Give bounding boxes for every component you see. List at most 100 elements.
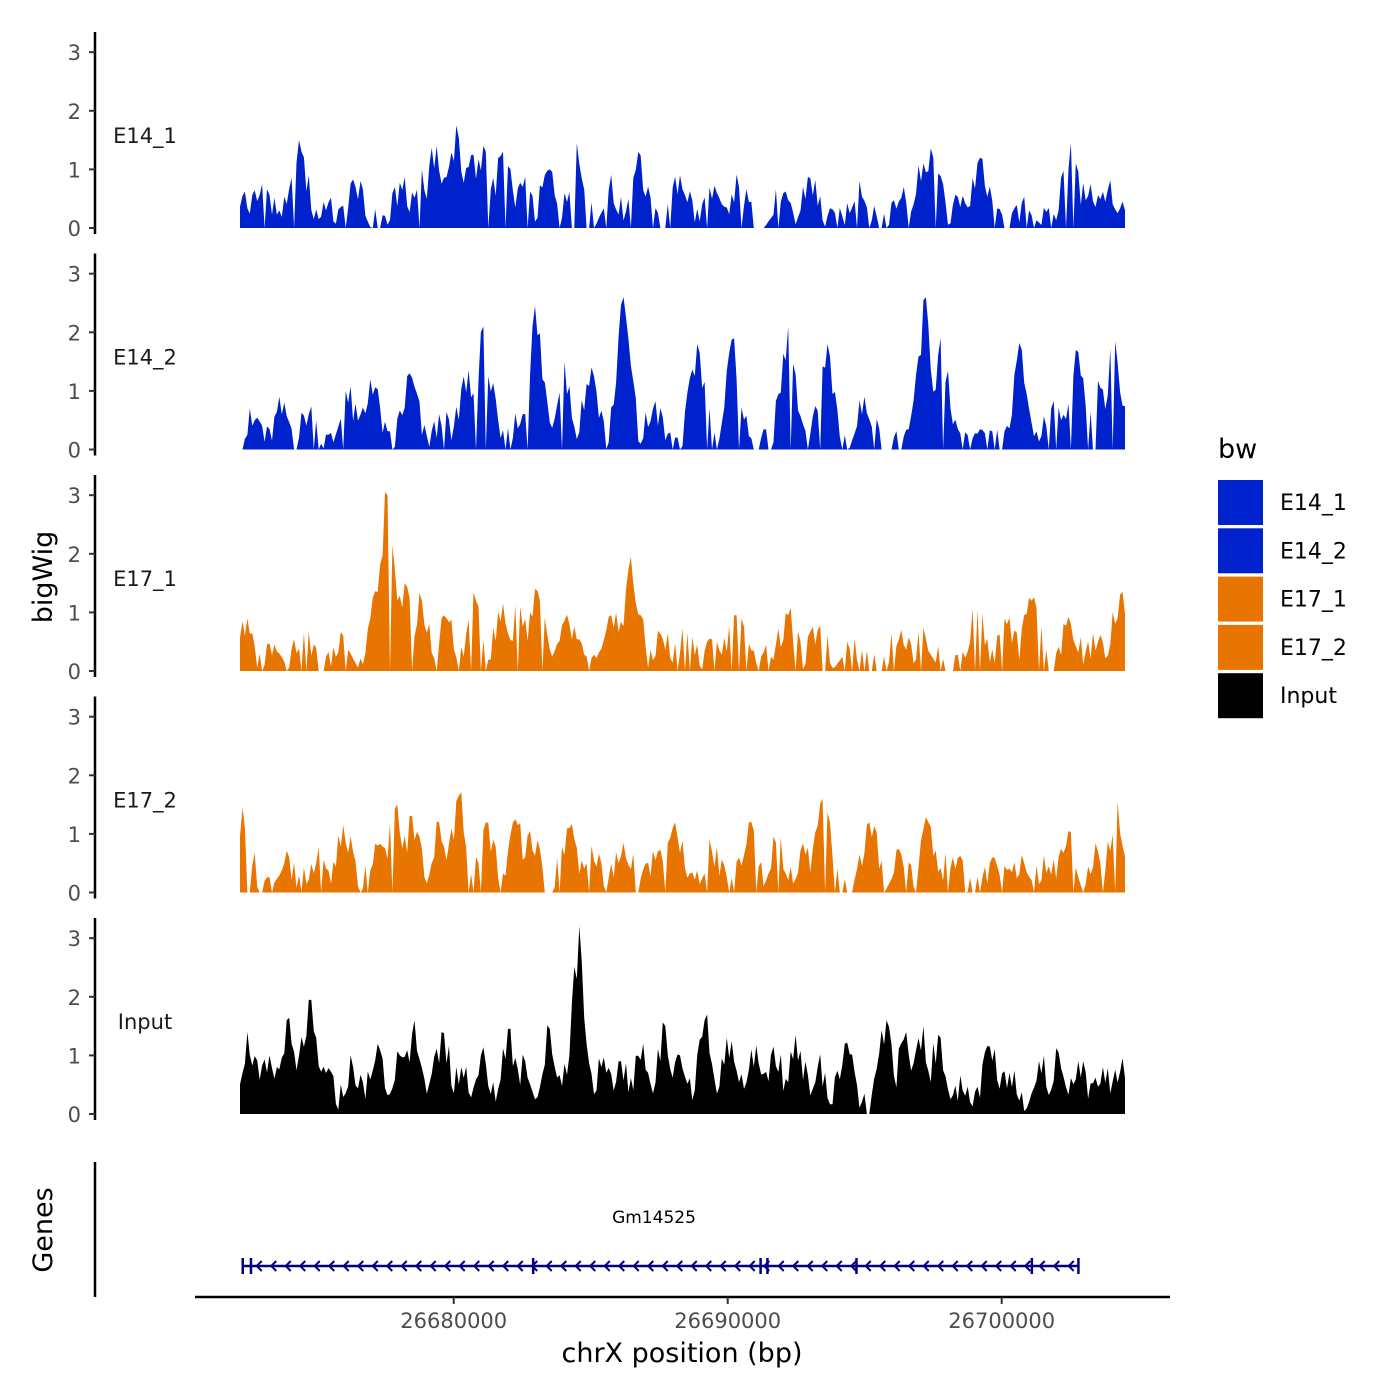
track-input: 0 1 2 3 Input (68, 918, 1125, 1127)
strand-arrow (1023, 1260, 1031, 1272)
legend-label: E14_1 (1280, 491, 1347, 516)
coverage-area (240, 125, 1125, 228)
strand-arrow (791, 1260, 799, 1272)
strand-arrow (1067, 1260, 1075, 1272)
strand-arrow (429, 1260, 437, 1272)
strand-arrow (632, 1260, 640, 1272)
strand-arrow (980, 1260, 988, 1272)
strand-arrow (487, 1260, 495, 1272)
y-tick-label: 0 (68, 1103, 81, 1127)
track-label: E17_2 (113, 789, 177, 814)
y-tick-label: 1 (68, 1044, 81, 1068)
track-label: E14_2 (113, 346, 177, 371)
strand-arrow (516, 1260, 524, 1272)
strand-arrow (849, 1260, 857, 1272)
y-tick-label: 0 (68, 217, 81, 241)
strand-arrow (994, 1260, 1002, 1272)
legend-entry-e17-2: E17_2 (1218, 624, 1347, 670)
strand-arrow (748, 1260, 756, 1272)
legend-label: E17_2 (1280, 636, 1347, 661)
strand-arrow (313, 1260, 321, 1272)
strand-arrow (400, 1260, 408, 1272)
y-tick-label: 1 (68, 158, 81, 182)
x-tick-label: 26690000 (674, 1309, 781, 1333)
strand-arrow (690, 1260, 698, 1272)
strand-arrow (458, 1260, 466, 1272)
y-tick-label: 2 (68, 100, 81, 124)
strand-arrow (545, 1260, 553, 1272)
strand-arrow (342, 1260, 350, 1272)
legend-swatch (1218, 576, 1263, 622)
strand-arrow (443, 1260, 451, 1272)
y-tick-label: 3 (68, 706, 81, 730)
x-axis-title: chrX position (bp) (561, 1338, 802, 1369)
strand-arrow (777, 1260, 785, 1272)
strand-arrow (1038, 1260, 1046, 1272)
x-tick-label: 26680000 (400, 1309, 507, 1333)
strand-arrow (951, 1260, 959, 1272)
strand-arrow (356, 1260, 364, 1272)
track-e14-1: 0 1 2 3 E14_1 (68, 32, 1125, 241)
y-tick-label: 1 (68, 823, 81, 847)
strand-arrow (269, 1260, 277, 1272)
y-axis-title: bigWig (28, 531, 59, 624)
gene-label: Gm14525 (612, 1208, 696, 1228)
legend-swatch (1218, 528, 1263, 574)
strand-arrow (284, 1260, 292, 1272)
strand-arrow (385, 1260, 393, 1272)
y-tick-label: 3 (68, 41, 81, 65)
y-tick-label: 2 (68, 986, 81, 1010)
gene-gm14525: Gm14525 (241, 1208, 1080, 1274)
y-tick-label: 2 (68, 543, 81, 567)
strand-arrow (922, 1260, 930, 1272)
track-label: E17_1 (113, 567, 177, 592)
track-e17-2: 0 1 2 3 E17_2 (68, 696, 1125, 906)
y-tick-label: 0 (68, 882, 81, 906)
genes-axis-title: Genes (28, 1187, 59, 1272)
strand-arrow (864, 1260, 872, 1272)
legend-entry-e17-1: E17_1 (1218, 576, 1347, 622)
y-tick-label: 0 (68, 660, 81, 684)
strand-arrow (327, 1260, 335, 1272)
x-axis: chrX position (bp) 26680000 26690000 26700… (195, 1295, 1170, 1369)
strand-arrow (574, 1260, 582, 1272)
strand-arrow (835, 1260, 843, 1272)
track-e17-1: 0 1 2 3 E17_1 (68, 475, 1125, 684)
strand-arrow (965, 1260, 973, 1272)
track-label: E14_1 (113, 124, 177, 149)
strand-arrow (1052, 1260, 1060, 1272)
legend-swatch (1218, 624, 1263, 670)
y-tick-label: 1 (68, 601, 81, 625)
strand-arrow (646, 1260, 654, 1272)
legend-entry-input: Input (1218, 673, 1337, 719)
coverage-area (240, 792, 1125, 893)
track-label: Input (118, 1010, 172, 1034)
legend-label: E17_1 (1280, 588, 1347, 613)
genes-track: Genes Gm14525 (28, 1162, 1080, 1297)
coverage-tracks: 0 1 2 3 E14_1 0 1 2 3 E14_2 0 1 2 3 E17_1 0 1 2 3 E17_2 0 1 2 3… (68, 32, 1125, 1127)
y-tick-label: 2 (68, 321, 81, 345)
y-tick-label: 0 (68, 439, 81, 463)
strand-arrow (704, 1260, 712, 1272)
legend-label: E14_2 (1280, 539, 1347, 564)
strand-arrow (907, 1260, 915, 1272)
legend: bw E14_1 E14_2 E17_1 E17_2 Input (1218, 434, 1347, 719)
y-tick-label: 3 (68, 263, 81, 287)
legend-swatch (1218, 480, 1263, 525)
strand-arrow (719, 1260, 727, 1272)
legend-entry-e14-1: E14_1 (1218, 480, 1347, 525)
strand-arrow (1009, 1260, 1017, 1272)
coverage-area (240, 926, 1125, 1114)
y-tick-label: 1 (68, 380, 81, 404)
y-tick-label: 3 (68, 484, 81, 508)
coverage-area (240, 492, 1125, 671)
strand-arrow (878, 1260, 886, 1272)
strand-arrow (501, 1260, 509, 1272)
strand-arrow (733, 1260, 741, 1272)
y-tick-label: 3 (68, 927, 81, 951)
strand-arrow (472, 1260, 480, 1272)
strand-arrow (806, 1260, 814, 1272)
x-tick-label: 26700000 (948, 1309, 1055, 1333)
legend-title: bw (1218, 434, 1257, 465)
